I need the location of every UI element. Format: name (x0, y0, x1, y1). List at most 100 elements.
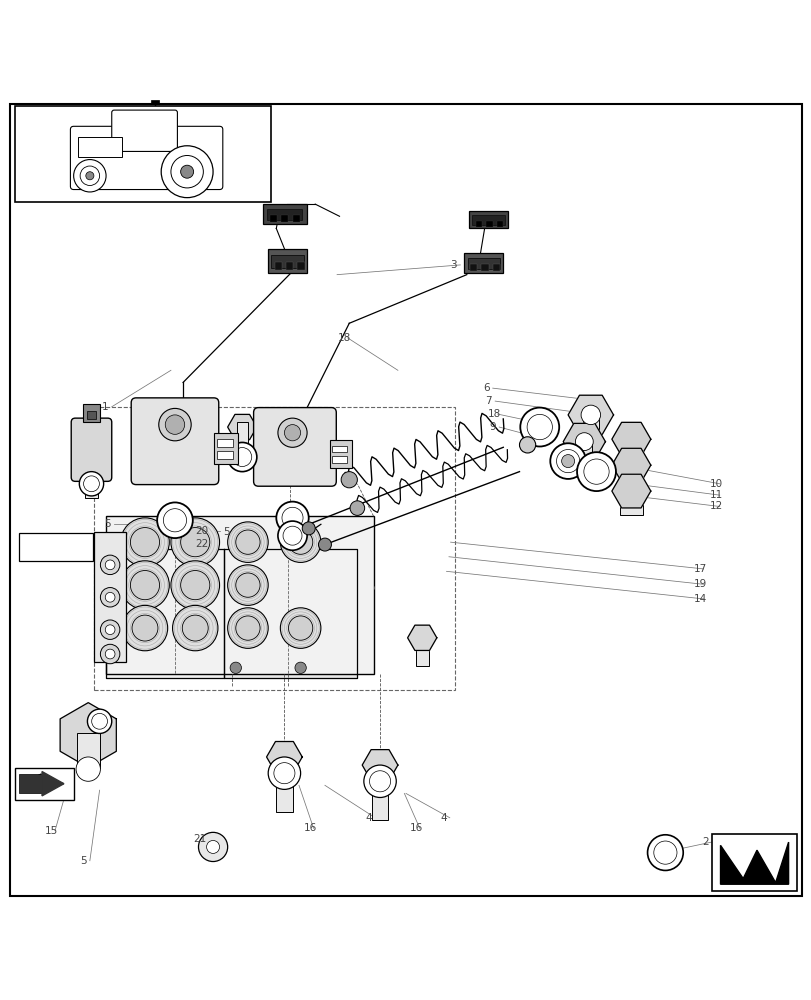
Bar (166, 443, 183, 480)
Circle shape (122, 605, 168, 651)
Text: 1: 1 (102, 402, 109, 412)
Bar (269, 215, 277, 222)
Bar (217, 439, 233, 447)
Circle shape (121, 561, 169, 609)
Text: 18: 18 (487, 409, 500, 419)
Circle shape (88, 709, 112, 733)
Circle shape (341, 472, 357, 488)
Bar (19, 774, 42, 793)
Circle shape (646, 835, 682, 870)
Bar (711, 834, 796, 891)
Circle shape (281, 507, 303, 528)
Bar (496, 221, 503, 227)
Circle shape (653, 841, 676, 864)
Circle shape (121, 518, 169, 566)
Circle shape (230, 662, 241, 673)
Text: 10: 10 (709, 479, 723, 489)
Circle shape (163, 509, 187, 532)
Bar (492, 264, 500, 271)
Circle shape (318, 538, 331, 551)
Text: 16: 16 (303, 823, 317, 833)
Text: 22: 22 (195, 539, 208, 549)
Circle shape (74, 160, 106, 192)
Circle shape (520, 408, 559, 446)
Text: 20: 20 (195, 526, 208, 536)
Circle shape (577, 452, 616, 491)
Bar (271, 255, 303, 268)
Text: 9: 9 (489, 422, 496, 432)
Circle shape (575, 433, 593, 451)
Circle shape (369, 771, 390, 792)
Bar (329, 440, 352, 468)
Circle shape (277, 418, 307, 447)
Bar (467, 258, 500, 269)
Polygon shape (60, 703, 116, 768)
Bar (236, 422, 247, 453)
Circle shape (227, 565, 268, 605)
Circle shape (159, 408, 191, 441)
Text: 15: 15 (45, 826, 58, 836)
Circle shape (180, 528, 209, 557)
Text: 6: 6 (483, 383, 489, 393)
Bar (213, 433, 238, 464)
Polygon shape (42, 772, 64, 796)
Bar (262, 204, 307, 224)
Text: 14: 14 (693, 594, 706, 604)
Circle shape (276, 502, 308, 534)
Text: 12: 12 (709, 501, 723, 511)
Polygon shape (106, 549, 223, 678)
Bar (94, 532, 127, 662)
Polygon shape (407, 625, 436, 650)
Bar (151, 100, 159, 104)
Polygon shape (611, 474, 650, 508)
Bar (472, 215, 504, 225)
Bar (620, 439, 642, 464)
Bar (274, 262, 281, 270)
Circle shape (583, 459, 608, 484)
Text: 17: 17 (693, 564, 706, 574)
Bar (582, 417, 599, 439)
Circle shape (302, 522, 315, 535)
Circle shape (206, 840, 219, 853)
Circle shape (284, 425, 300, 441)
Text: 5: 5 (223, 527, 230, 537)
Bar (371, 781, 388, 820)
Circle shape (157, 502, 192, 538)
Circle shape (170, 518, 219, 566)
FancyBboxPatch shape (71, 418, 112, 481)
Circle shape (363, 765, 396, 797)
Text: 4: 4 (365, 813, 371, 823)
Circle shape (561, 455, 574, 468)
Bar (78, 137, 122, 157)
Circle shape (86, 172, 94, 180)
Text: 13: 13 (75, 456, 88, 466)
Bar (285, 262, 293, 270)
Bar (475, 221, 482, 227)
Circle shape (170, 155, 203, 188)
Bar (19, 533, 93, 561)
Polygon shape (22, 774, 64, 784)
Circle shape (198, 832, 227, 862)
Bar (415, 642, 428, 666)
Circle shape (165, 415, 184, 434)
FancyBboxPatch shape (131, 398, 218, 485)
Bar (87, 411, 97, 419)
Polygon shape (568, 395, 613, 435)
Circle shape (132, 615, 158, 641)
Circle shape (84, 476, 99, 492)
Circle shape (80, 166, 100, 185)
Circle shape (180, 165, 193, 178)
Bar (332, 456, 346, 463)
Bar (281, 215, 288, 222)
Circle shape (101, 555, 120, 575)
Bar (276, 773, 292, 812)
Bar (217, 451, 233, 459)
Circle shape (170, 561, 219, 609)
Circle shape (227, 442, 256, 472)
Circle shape (277, 521, 307, 550)
Bar (481, 264, 488, 271)
Polygon shape (266, 742, 302, 772)
Bar (85, 482, 98, 498)
Bar (297, 262, 304, 270)
Circle shape (101, 620, 120, 639)
